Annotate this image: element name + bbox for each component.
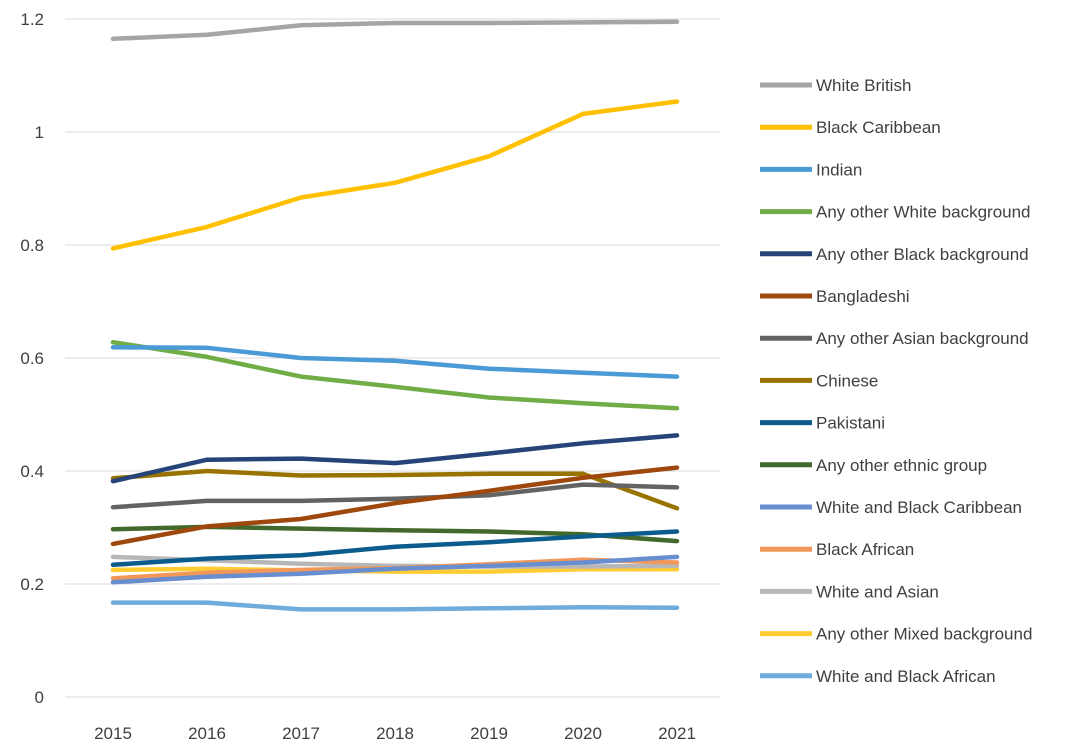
series-line [110,345,680,379]
legend-item: Any other White background [760,203,1031,222]
series-line [110,339,680,411]
y-tick-label: 0.2 [20,575,44,594]
y-tick-label: 1.2 [20,10,44,29]
legend-item: Any other Black background [760,245,1029,264]
legend: White British Black Caribbean Indian Any ot… [760,76,1032,686]
series-line [110,554,680,585]
legend-label: Black African [816,540,914,559]
series-line [110,465,680,547]
series-line [110,19,680,42]
plot-area [110,19,680,612]
legend-label: Any other White background [816,203,1031,222]
legend-label: White and Black African [816,667,996,686]
legend-label: Black Caribbean [816,118,941,137]
legend-item: White and Black Caribbean [760,498,1022,517]
y-tick-label: 0.8 [20,236,44,255]
x-tick-label: 2021 [658,724,696,743]
legend-label: Any other Asian background [816,329,1029,348]
legend-item: Any other Mixed background [760,625,1032,644]
series-line [110,600,680,612]
legend-item: Black African [760,540,914,559]
legend-item: Any other Asian background [760,329,1029,348]
series-line [110,468,680,511]
y-tick-label: 0 [35,688,44,707]
legend-label: White British [816,76,911,95]
y-tick-label: 0.6 [20,349,44,368]
legend-item: White and Asian [760,582,939,601]
y-tick-label: 0.4 [20,462,44,481]
legend-label: Pakistani [816,414,885,433]
x-tick-label: 2018 [376,724,414,743]
series-line [110,433,680,484]
legend-label: Any other ethnic group [816,456,987,475]
legend-label: Indian [816,160,862,179]
x-tick-label: 2020 [564,724,602,743]
series-line [110,566,680,574]
legend-item: Bangladeshi [760,287,910,306]
x-axis: 2015 2016 2017 2018 2019 2020 2021 [94,724,696,743]
legend-label: Chinese [816,371,878,390]
x-tick-label: 2017 [282,724,320,743]
legend-item: Black Caribbean [760,118,941,137]
legend-item: White and Black African [760,667,996,686]
series-line [110,529,680,568]
legend-item: Chinese [760,371,878,390]
legend-label: White and Asian [816,582,939,601]
series-line [110,482,680,510]
x-tick-label: 2015 [94,724,132,743]
legend-label: White and Black Caribbean [816,498,1022,517]
legend-label: Any other Black background [816,245,1029,264]
legend-item: Any other ethnic group [760,456,987,475]
series-line [110,99,680,251]
y-tick-label: 1 [35,123,44,142]
legend-item: Indian [760,160,862,179]
legend-item: Pakistani [760,414,885,433]
legend-item: White British [760,76,911,95]
gridlines [65,18,720,698]
legend-label: Bangladeshi [816,287,910,306]
x-tick-label: 2019 [470,724,508,743]
x-tick-label: 2016 [188,724,226,743]
y-axis: 0 0.2 0.4 0.6 0.8 1 1.2 [20,10,44,707]
legend-label: Any other Mixed background [816,625,1032,644]
